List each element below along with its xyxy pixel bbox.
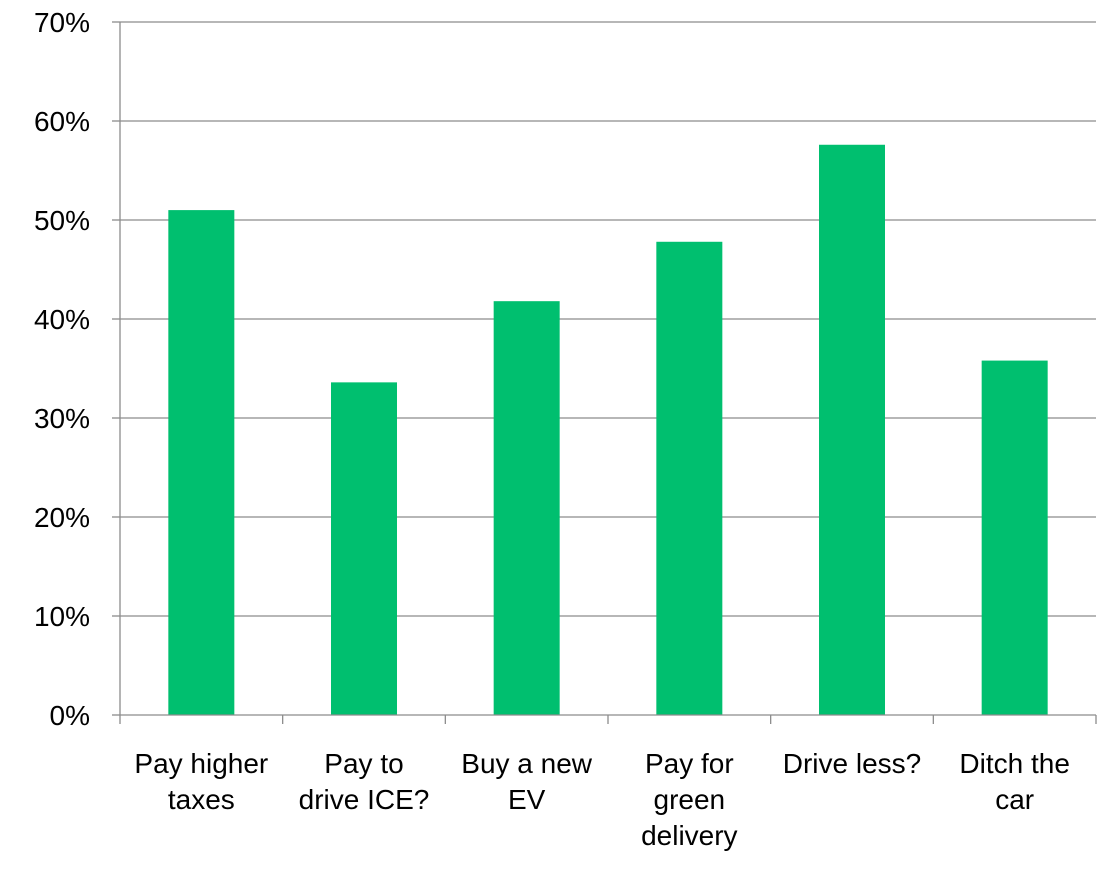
bar <box>819 144 885 715</box>
x-tick-label-line: car <box>995 784 1034 815</box>
gridlines <box>120 21 1096 617</box>
x-tick-label-line: EV <box>508 784 546 815</box>
x-tick-label: Ditch the car <box>959 748 1070 815</box>
x-tick-label-line: Pay for <box>645 748 734 779</box>
bars <box>168 144 1048 715</box>
bar <box>656 241 723 715</box>
y-tick-label: 20% <box>34 502 90 533</box>
bar <box>493 301 560 715</box>
bar <box>981 360 1048 715</box>
x-tick-label-line: Pay to <box>324 748 403 779</box>
y-tick-label: 0% <box>50 700 90 731</box>
y-tick-label: 50% <box>34 205 90 236</box>
x-tick-label-line: green <box>654 784 726 815</box>
x-tick-label: Drive less? <box>783 748 921 779</box>
y-tick-label: 70% <box>34 7 90 38</box>
x-tick-label: Buy a new EV <box>461 748 593 815</box>
x-tick-label-line: delivery <box>641 820 737 851</box>
x-tick-labels: Pay higher taxes Pay to drive ICE? Buy a new… <box>134 748 1070 851</box>
x-tick-label: Pay for green delivery <box>641 748 737 851</box>
axes <box>112 21 1097 724</box>
y-tick-label: 40% <box>34 304 90 335</box>
x-tick-label-line: Pay higher <box>134 748 268 779</box>
y-tick-label: 60% <box>34 106 90 137</box>
y-tick-label: 30% <box>34 403 90 434</box>
bar <box>331 382 397 715</box>
x-tick-label-line: Drive less? <box>783 748 921 779</box>
y-tick-label: 10% <box>34 601 90 632</box>
x-tick-label-line: Ditch the <box>959 748 1070 779</box>
x-tick-label-line: Buy a new <box>461 748 593 779</box>
x-tick-label-line: taxes <box>168 784 235 815</box>
x-tick-label: Pay higher taxes <box>134 748 268 815</box>
x-tick-label-line: drive ICE? <box>299 784 430 815</box>
x-tick-label: Pay to drive ICE? <box>299 748 430 815</box>
bar <box>168 210 235 715</box>
y-tick-labels: 0% 10% 20% 30% 40% 50% 60% 70% <box>34 7 90 731</box>
